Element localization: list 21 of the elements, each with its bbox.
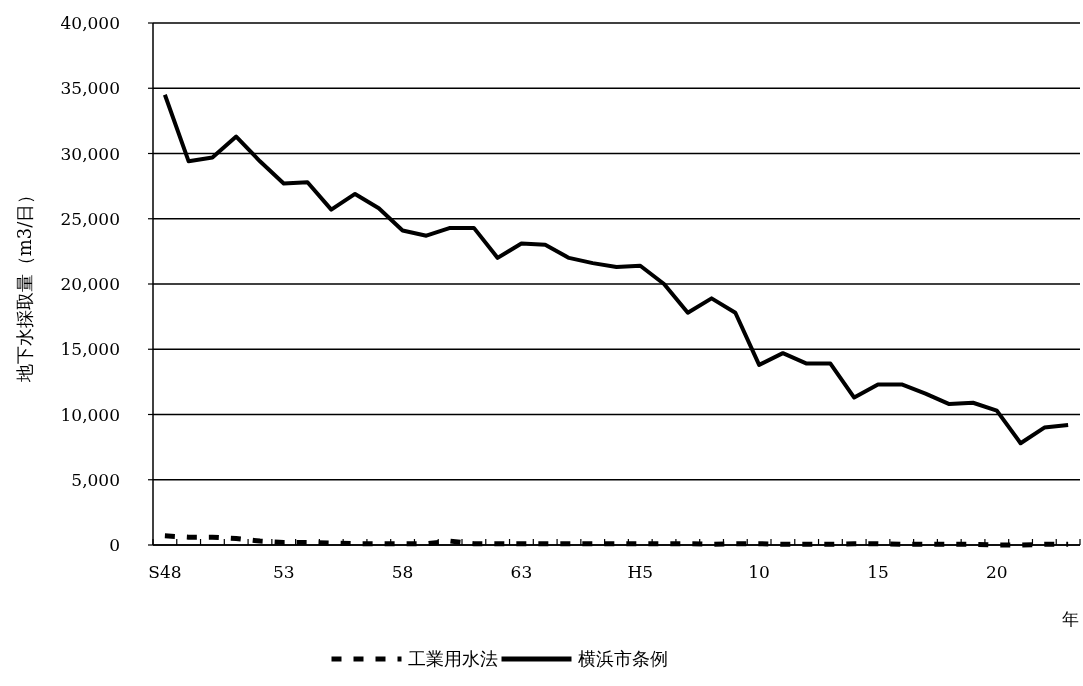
y-tick-label: 0 (109, 535, 120, 555)
x-tick-label: 15 (867, 562, 889, 582)
y-tick-label: 10,000 (60, 404, 120, 425)
x-tick-label: H5 (627, 562, 654, 582)
y-tick-label: 25,000 (60, 208, 120, 229)
y-tick-label: 5,000 (71, 469, 120, 490)
x-tick-label: 20 (985, 562, 1008, 582)
y-tick-label: 35,000 (60, 78, 120, 99)
x-axis-title: 年 (1061, 609, 1079, 629)
y-tick-label: 40,000 (60, 13, 120, 33)
y-tick-label: 20,000 (60, 274, 120, 294)
y-axis-title: 地下水採取量（m3/日） (14, 185, 35, 384)
x-tick-label: 10 (748, 562, 770, 582)
x-tick-label: S48 (148, 562, 182, 582)
x-tick-label: 63 (510, 562, 533, 582)
x-tick-label: 53 (272, 562, 295, 582)
y-tick-label: 15,000 (60, 339, 120, 360)
y-tick-label: 30,000 (60, 143, 120, 164)
legend-label: 工業用水法 (407, 648, 498, 669)
legend-label: 横浜市条例 (577, 648, 668, 669)
x-tick-label: 58 (391, 562, 414, 582)
